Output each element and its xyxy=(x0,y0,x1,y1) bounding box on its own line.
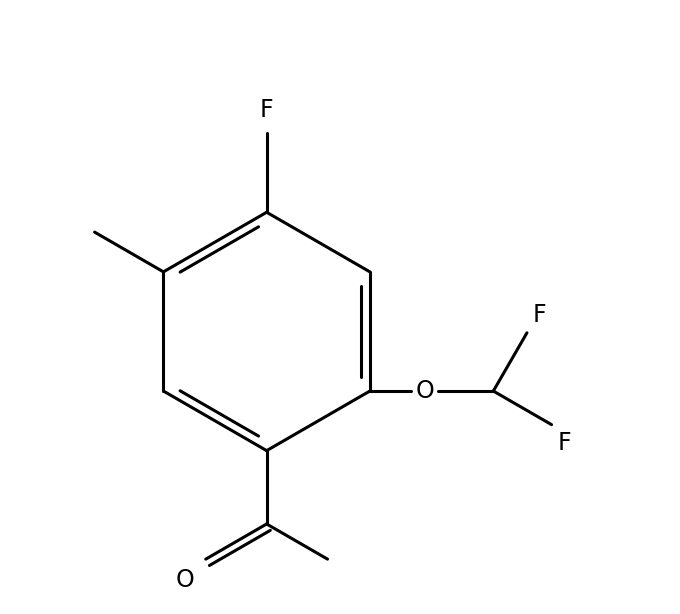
Text: O: O xyxy=(176,569,194,593)
Text: F: F xyxy=(260,98,273,122)
Text: O: O xyxy=(415,379,435,403)
Text: F: F xyxy=(558,431,571,455)
Text: F: F xyxy=(533,303,547,327)
